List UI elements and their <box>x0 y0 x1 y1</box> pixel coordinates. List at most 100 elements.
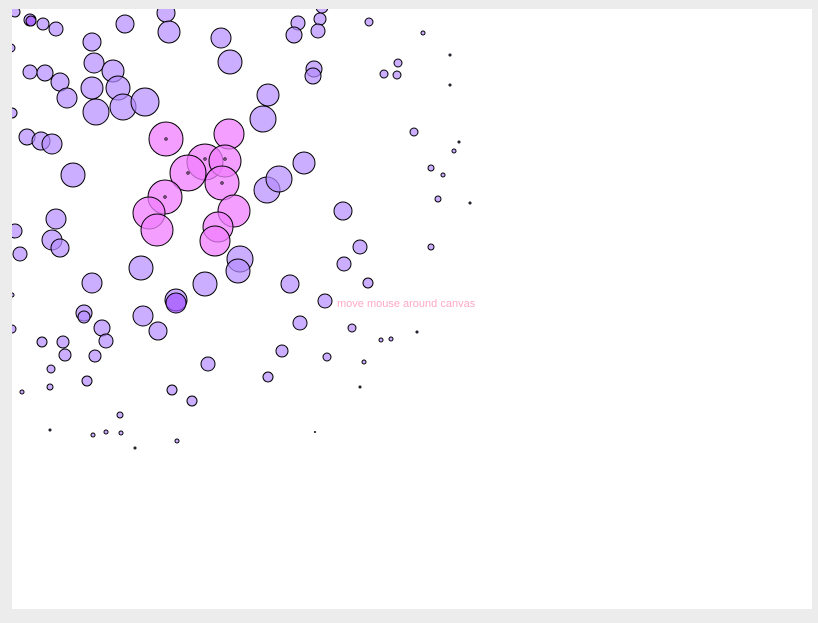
bubble <box>98 333 114 349</box>
bubble-center-dot <box>223 157 227 161</box>
bubble <box>292 151 316 175</box>
bubble <box>336 256 352 272</box>
bubble <box>93 319 111 337</box>
bubble <box>392 70 402 80</box>
bubble <box>364 17 374 27</box>
bubble <box>81 272 103 294</box>
bubble <box>457 140 461 144</box>
bubble <box>315 9 329 14</box>
bubble <box>388 336 394 342</box>
bubble <box>165 292 187 314</box>
bubble <box>322 352 332 362</box>
bubble <box>393 58 403 68</box>
bubble <box>22 64 38 80</box>
bubble <box>12 223 23 239</box>
bubble <box>50 238 70 258</box>
bubble <box>280 274 300 294</box>
bubble <box>468 201 472 205</box>
bubble <box>262 371 274 383</box>
bubble <box>58 348 72 362</box>
bubble <box>130 87 160 117</box>
bubble <box>451 148 457 154</box>
bubble <box>358 385 362 389</box>
bubble <box>48 21 64 37</box>
bubble <box>225 258 251 284</box>
bubble <box>12 292 15 298</box>
bubble <box>200 356 216 372</box>
bubble <box>166 384 178 396</box>
bubble <box>379 69 389 79</box>
bubble <box>56 87 78 109</box>
bubble <box>249 105 277 133</box>
bubble <box>133 446 137 450</box>
bubble <box>292 315 308 331</box>
bubble <box>310 23 326 39</box>
bubble <box>352 239 368 255</box>
bubble <box>19 389 25 395</box>
bubble <box>81 375 93 387</box>
bubble <box>420 30 426 36</box>
bubble <box>304 67 322 85</box>
bubble <box>448 83 452 87</box>
bubble <box>256 83 280 107</box>
bubble <box>210 27 232 49</box>
bubble <box>448 53 452 57</box>
bubble <box>103 429 109 435</box>
bubble <box>132 305 154 327</box>
bubble <box>116 411 124 419</box>
bubble-field <box>12 9 472 450</box>
bubble <box>82 98 110 126</box>
bubble <box>285 26 303 44</box>
bubble <box>440 172 446 178</box>
bubble <box>199 225 231 257</box>
bubble <box>60 162 86 188</box>
bubble <box>83 52 105 74</box>
drawing-canvas[interactable]: move mouse around canvas <box>12 9 812 609</box>
bubble <box>347 323 357 333</box>
bubble <box>186 395 198 407</box>
bubble <box>217 49 243 75</box>
bubble <box>41 133 63 155</box>
bubble <box>169 154 207 192</box>
bubble <box>90 432 96 438</box>
bubble <box>128 255 154 281</box>
bubble-center-dot <box>186 171 190 175</box>
bubble <box>156 9 176 23</box>
bubble <box>314 431 316 433</box>
bubble <box>12 107 18 119</box>
bubble <box>140 213 174 247</box>
bubble <box>361 359 367 365</box>
bubble <box>36 64 54 82</box>
bubble-center-dot <box>163 195 167 199</box>
bubble <box>12 43 16 53</box>
bubble <box>192 271 218 297</box>
bubble <box>118 430 124 436</box>
bubble-center-dot <box>203 157 207 161</box>
bubble <box>36 17 50 31</box>
bubble <box>46 383 54 391</box>
bubble <box>415 330 419 334</box>
bubble <box>80 76 104 100</box>
bubble <box>362 277 374 289</box>
bubble <box>82 32 102 52</box>
bubble <box>25 15 37 27</box>
bubble <box>265 165 293 193</box>
bubble <box>213 118 245 150</box>
bubble <box>427 243 435 251</box>
bubble <box>48 428 52 432</box>
bubble <box>12 246 28 262</box>
bubble <box>157 20 181 44</box>
bubble <box>56 335 70 349</box>
bubble <box>174 438 180 444</box>
canvas-hint-text: move mouse around canvas <box>337 298 476 310</box>
bubble-center-dot <box>164 137 168 141</box>
bubble <box>434 195 442 203</box>
bubble <box>313 12 327 26</box>
bubble <box>88 349 102 363</box>
bubble <box>115 14 135 34</box>
bubble <box>148 121 184 157</box>
bubble <box>317 293 333 309</box>
bubble <box>12 324 17 334</box>
bubble <box>333 201 353 221</box>
bubble <box>36 336 48 348</box>
